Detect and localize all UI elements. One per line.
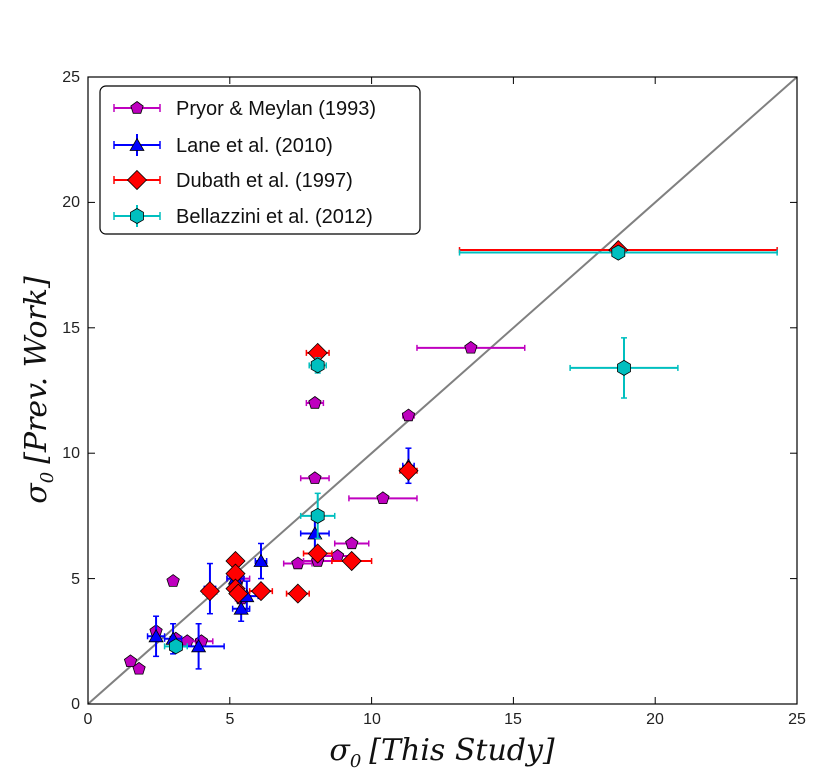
data-point-pentagon xyxy=(308,396,322,409)
x-tick-label: 25 xyxy=(788,711,806,728)
legend-marker-triangle xyxy=(129,137,145,151)
data-point-hexagon xyxy=(310,507,325,524)
data-point-diamond xyxy=(287,583,308,604)
data-point-pentagon xyxy=(123,654,138,667)
data-point-diamond xyxy=(199,581,220,602)
data-point-diamond xyxy=(398,460,419,481)
data-point-hexagon xyxy=(168,638,183,655)
legend-label-lane: Lane et al. (2010) xyxy=(176,135,333,157)
data-point-pentagon xyxy=(308,471,322,484)
series-2 xyxy=(199,240,778,604)
data-point-pentagon xyxy=(401,408,416,422)
legend: Pryor & Meylan (1993) Lane et al. (2010)… xyxy=(99,85,421,235)
legend-label-bellazzini: Bellazzini et al. (2012) xyxy=(176,206,373,228)
legend-marker-hexagon xyxy=(130,208,144,224)
data-point-triangle xyxy=(148,629,164,643)
one-to-one-line xyxy=(87,76,798,705)
legend-marker-pentagon xyxy=(130,101,144,114)
data-point-pentagon xyxy=(464,340,478,354)
x-tick-label: 5 xyxy=(226,711,235,728)
legend-marker-diamond xyxy=(126,169,148,191)
y-tick-label: 0 xyxy=(71,696,80,713)
legend-frame xyxy=(99,85,421,235)
x-tick-label: 20 xyxy=(646,711,664,728)
data-point-diamond xyxy=(228,583,249,604)
x-tick-label: 10 xyxy=(363,711,381,728)
x-tick-label: 0 xyxy=(84,711,93,728)
x-tick-label: 15 xyxy=(504,711,522,728)
data-point-pentagon xyxy=(345,536,359,550)
y-tick-label: 10 xyxy=(62,445,80,462)
legend-label-dubath: Dubath et al. (1997) xyxy=(176,170,353,192)
data-point-hexagon xyxy=(617,359,631,376)
series-3 xyxy=(163,244,778,655)
data-point-diamond xyxy=(250,581,272,602)
data-point-triangle xyxy=(253,553,269,567)
data-point-hexagon xyxy=(611,244,626,261)
data-point-pentagon xyxy=(166,574,180,587)
data-point-pentagon xyxy=(132,661,146,675)
y-tick-label: 15 xyxy=(62,320,80,337)
y-tick-label: 20 xyxy=(62,194,80,211)
data-point-diamond xyxy=(341,550,362,572)
data-point-hexagon xyxy=(310,357,325,374)
data-point-diamond xyxy=(307,543,328,564)
y-tick-label: 5 xyxy=(71,571,80,588)
y-tick-label: 25 xyxy=(62,69,80,86)
x-axis-label: σ0 [This Study] xyxy=(329,733,555,772)
data-point-triangle xyxy=(191,638,207,653)
legend-label-pryor: Pryor & Meylan (1993) xyxy=(176,98,376,120)
y-axis-label: σ0[Prev. Work] xyxy=(19,276,58,504)
data-point-pentagon xyxy=(376,491,390,505)
plot-frame xyxy=(87,76,798,705)
